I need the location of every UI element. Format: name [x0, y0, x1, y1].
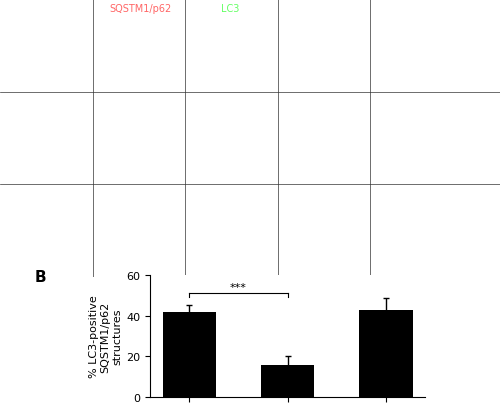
- Text: vector: vector: [1, 33, 10, 62]
- Bar: [358, 310, 412, 397]
- Bar: [260, 365, 314, 397]
- Text: ***: ***: [230, 283, 247, 292]
- Bar: [162, 312, 216, 397]
- Text: LC3: LC3: [221, 4, 239, 14]
- Text: BPLF1[C61A]: BPLF1[C61A]: [1, 201, 10, 259]
- Text: Blow-up: Blow-up: [400, 4, 440, 14]
- Text: B: B: [34, 269, 46, 284]
- Text: A: A: [5, 9, 17, 23]
- Y-axis label: % LC3-positive
SQSTM1/p62
structures: % LC3-positive SQSTM1/p62 structures: [89, 295, 122, 377]
- Text: BPLF1: BPLF1: [1, 125, 10, 152]
- Text: Merge: Merge: [305, 4, 335, 14]
- Text: SQSTM1/p62: SQSTM1/p62: [109, 4, 171, 14]
- Text: FLAG: FLAG: [38, 4, 62, 14]
